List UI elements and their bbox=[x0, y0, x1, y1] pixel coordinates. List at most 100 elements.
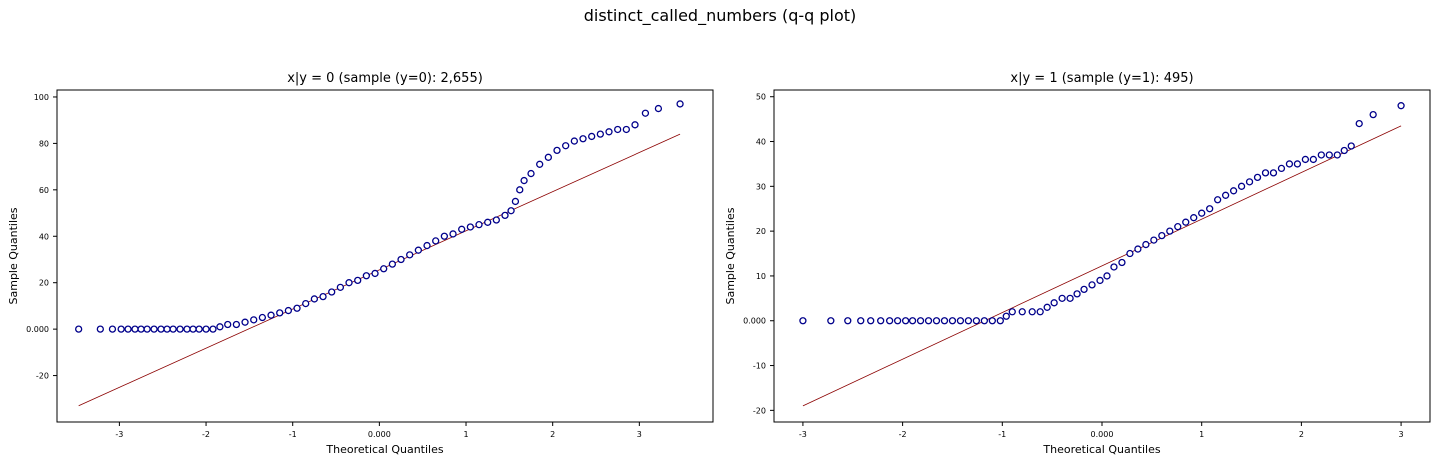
x-tick-label: 1 bbox=[463, 430, 468, 439]
data-point bbox=[423, 241, 431, 250]
data-point bbox=[75, 325, 83, 333]
data-point bbox=[1213, 196, 1222, 204]
data-point bbox=[258, 313, 267, 322]
data-point bbox=[475, 221, 483, 229]
x-axis-label: Theoretical Quantiles bbox=[1042, 443, 1160, 456]
axes-frame bbox=[773, 89, 1431, 423]
data-point bbox=[1008, 308, 1016, 316]
data-point bbox=[596, 130, 604, 138]
data-point bbox=[1110, 263, 1118, 271]
data-point bbox=[124, 325, 132, 333]
data-point bbox=[336, 283, 345, 291]
y-tick-label: -20 bbox=[36, 372, 49, 381]
y-tick-label: 80 bbox=[39, 139, 49, 148]
data-point bbox=[1198, 209, 1206, 217]
data-point bbox=[885, 317, 894, 325]
axes-title: x|y = 1 (sample (y=1): 495) bbox=[1010, 71, 1193, 86]
data-point bbox=[1018, 308, 1026, 316]
y-tick-label: 10 bbox=[756, 272, 766, 281]
data-point bbox=[1206, 205, 1214, 213]
data-point bbox=[827, 317, 835, 325]
data-point bbox=[1073, 290, 1081, 298]
data-point bbox=[1050, 299, 1058, 307]
data-point bbox=[948, 317, 957, 325]
data-point bbox=[956, 317, 965, 325]
data-point bbox=[1190, 214, 1198, 222]
y-tick-label: 20 bbox=[39, 279, 49, 288]
data-point bbox=[654, 104, 663, 113]
data-point bbox=[996, 317, 1004, 325]
y-tick-label: 40 bbox=[39, 232, 49, 241]
x-tick-label: 3 bbox=[1399, 430, 1404, 439]
data-point bbox=[1166, 227, 1174, 235]
data-point bbox=[1285, 160, 1294, 168]
reference-line bbox=[78, 133, 681, 407]
data-point bbox=[924, 317, 933, 325]
data-point bbox=[209, 325, 217, 333]
data-point bbox=[1221, 191, 1230, 199]
y-tick-label: 50 bbox=[756, 93, 766, 102]
data-point bbox=[1397, 102, 1405, 110]
data-point bbox=[570, 137, 578, 145]
data-point bbox=[345, 279, 353, 287]
data-point bbox=[676, 100, 684, 108]
x-tick-label: -1 bbox=[998, 430, 1006, 439]
data-point bbox=[362, 272, 371, 280]
data-point bbox=[579, 135, 587, 143]
data-point bbox=[1043, 303, 1051, 311]
data-point bbox=[1333, 151, 1341, 159]
data-point bbox=[492, 216, 501, 224]
data-point bbox=[511, 197, 520, 206]
data-point bbox=[169, 325, 177, 333]
data-point bbox=[1293, 160, 1302, 168]
y-tick-label: 40 bbox=[756, 138, 766, 147]
data-point bbox=[1126, 249, 1134, 258]
data-point bbox=[1301, 155, 1310, 164]
data-point bbox=[799, 317, 807, 325]
data-point bbox=[150, 325, 158, 333]
data-point bbox=[137, 325, 145, 333]
x-tick-label: -3 bbox=[799, 430, 807, 439]
data-point bbox=[440, 232, 449, 240]
data-point bbox=[1347, 142, 1355, 150]
data-point bbox=[1142, 240, 1150, 249]
data-point bbox=[562, 142, 570, 150]
data-point bbox=[1229, 187, 1238, 195]
y-tick-label: 30 bbox=[756, 182, 766, 191]
data-point bbox=[1103, 272, 1111, 280]
x-tick-label: -2 bbox=[202, 430, 210, 439]
data-point bbox=[972, 317, 981, 325]
data-point bbox=[1237, 182, 1246, 190]
data-point bbox=[1036, 308, 1044, 316]
data-point bbox=[877, 317, 885, 325]
data-point bbox=[1066, 294, 1074, 302]
data-point bbox=[844, 317, 852, 325]
x-tick-label: 0.000 bbox=[368, 430, 391, 439]
data-point bbox=[1340, 146, 1348, 155]
data-point bbox=[857, 317, 865, 325]
reference-line bbox=[802, 125, 1402, 407]
x-tick-label: 2 bbox=[550, 430, 555, 439]
data-point bbox=[117, 325, 125, 333]
axes-0: x|y = 0 (sample (y=0): 2,655) -3 -2 -1 0.000… bbox=[7, 71, 714, 456]
data-point bbox=[527, 169, 535, 178]
data-point bbox=[108, 325, 117, 333]
data-point bbox=[1174, 223, 1182, 231]
data-point bbox=[414, 246, 423, 254]
data-point bbox=[641, 109, 650, 117]
data-point bbox=[449, 230, 457, 238]
data-point bbox=[131, 325, 139, 333]
data-point bbox=[319, 292, 327, 301]
data-point bbox=[940, 317, 949, 325]
y-tick-label: 60 bbox=[39, 186, 49, 195]
axes-title: x|y = 0 (sample (y=0): 2,655) bbox=[287, 71, 483, 86]
data-point bbox=[520, 176, 528, 185]
x-tick-label: 2 bbox=[1299, 430, 1304, 439]
figure-suptitle: distinct_called_numbers (q-q plot) bbox=[583, 6, 857, 25]
data-point bbox=[388, 260, 397, 268]
y-tick-label: -10 bbox=[753, 362, 766, 371]
data-point bbox=[605, 128, 613, 136]
data-point bbox=[1269, 169, 1278, 177]
